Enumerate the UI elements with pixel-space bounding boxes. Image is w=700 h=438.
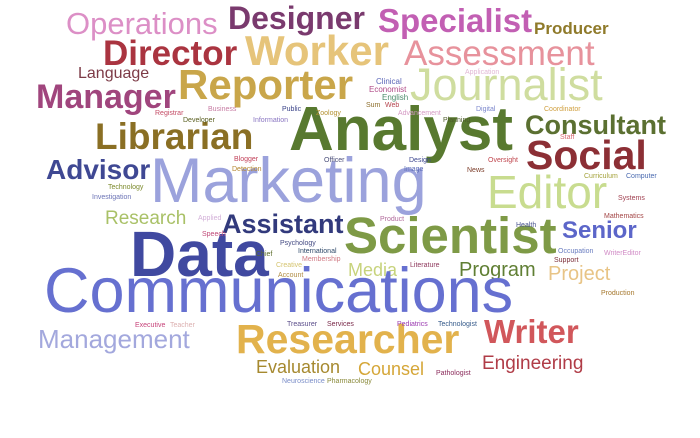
- word-neuroscience: Neuroscience: [282, 378, 325, 385]
- word-media: Media: [348, 260, 398, 280]
- word-research: Research: [105, 208, 187, 229]
- word-project: Project: [548, 263, 611, 285]
- word-librarian: Librarian: [95, 116, 254, 157]
- word-marketing: Marketing: [150, 146, 427, 216]
- word-advisor: Advisor: [46, 154, 151, 185]
- word-membership: Membership: [302, 256, 341, 263]
- word-evaluation: Evaluation: [256, 357, 341, 377]
- word-teacher: Teacher: [170, 322, 195, 329]
- word-application: Application: [465, 69, 500, 76]
- word-registrar: Registrar: [155, 110, 184, 117]
- word-pharmacology: Pharmacology: [327, 378, 372, 385]
- word-journalist: Journalist: [410, 59, 603, 110]
- word-product: Product: [380, 216, 405, 223]
- word-business: Business: [208, 106, 237, 113]
- word-data: Data: [130, 218, 269, 290]
- word-director: Director: [103, 34, 238, 73]
- word-literature: Literature: [410, 262, 440, 269]
- word-image: Image: [404, 166, 424, 173]
- word-health: Health: [516, 222, 537, 229]
- word-digital: Digital: [476, 106, 496, 113]
- word-occupation: Occupation: [558, 248, 594, 255]
- word-applied: Applied: [198, 215, 222, 222]
- word-international: International: [298, 248, 337, 255]
- word-counsel: Counsel: [358, 359, 425, 379]
- word-planning: Planning: [443, 117, 471, 124]
- word-psychology: Psychology: [280, 240, 316, 247]
- word-operations: Operations: [66, 6, 218, 41]
- word-pediatrics: Pediatrics: [397, 321, 428, 328]
- word-manager: Manager: [36, 78, 176, 116]
- word-zoology: Zoology: [316, 110, 341, 117]
- word-economist: Economist: [369, 85, 407, 94]
- word-computer: Computer: [626, 173, 657, 180]
- word-specialist: Specialist: [378, 2, 533, 39]
- word-language: Language: [78, 65, 150, 82]
- word-design: Design: [409, 157, 431, 164]
- word-assessment: Assessment: [404, 34, 595, 73]
- word-writer: Writer: [484, 313, 579, 350]
- word-writereditor: WriterEditor: [604, 250, 641, 257]
- word-speech: Speech: [202, 231, 226, 238]
- word-information: Information: [253, 117, 289, 124]
- word-creative: Creative: [276, 262, 303, 269]
- word-pathologist: Pathologist: [436, 370, 471, 377]
- word-technologist: Technologist: [438, 321, 477, 328]
- word-curriculum: Curriculum: [584, 173, 618, 180]
- word-producer: Producer: [534, 19, 609, 38]
- word-senior: Senior: [562, 217, 637, 244]
- word-services: Services: [327, 321, 354, 328]
- word-scientist: Scientist: [344, 207, 557, 264]
- word-program: Program: [459, 259, 536, 281]
- word-sum: Sum: [366, 102, 381, 109]
- word-investigation: Investigation: [92, 194, 132, 201]
- word-developer: Developer: [183, 117, 215, 124]
- word-editor: Editor: [487, 166, 608, 218]
- word-researcher: Researcher: [236, 316, 460, 362]
- word-chief: Chief: [256, 251, 273, 258]
- word-reporter: Reporter: [178, 61, 354, 108]
- word-news: News: [467, 167, 485, 174]
- word-systems: Systems: [618, 195, 645, 202]
- word-public: Public: [282, 106, 302, 113]
- word-detection: Detection: [232, 166, 262, 173]
- word-english: English: [382, 93, 409, 102]
- word-advancement: Advancement: [398, 110, 441, 117]
- word-oversight: Oversight: [488, 157, 518, 164]
- word-production: Production: [601, 290, 635, 297]
- word-management: Management: [38, 324, 190, 354]
- word-engineering: Engineering: [482, 353, 584, 374]
- word-treasurer: Treasurer: [287, 321, 318, 328]
- word-worker: Worker: [245, 27, 389, 74]
- word-blogger: Blogger: [234, 156, 259, 163]
- word-mathematics: Mathematics: [604, 213, 644, 220]
- word-coordinator: Coordinator: [544, 106, 581, 113]
- word-social: Social: [526, 132, 647, 178]
- word-analyst: Analyst: [289, 95, 513, 164]
- word-account: Account: [278, 272, 304, 279]
- word-officer: Officer: [324, 157, 345, 164]
- word-technology: Technology: [108, 184, 144, 191]
- word-executive: Executive: [135, 322, 166, 329]
- word-support: Support: [554, 257, 579, 264]
- word-staff: Staff: [560, 134, 575, 141]
- word-clinical: Clinical: [376, 77, 402, 86]
- word-consultant: Consultant: [525, 110, 666, 140]
- word-web: Web: [385, 102, 400, 109]
- word-communications: Communications: [44, 256, 514, 326]
- word-assistant: Assistant: [222, 209, 344, 239]
- word-designer: Designer: [228, 0, 365, 36]
